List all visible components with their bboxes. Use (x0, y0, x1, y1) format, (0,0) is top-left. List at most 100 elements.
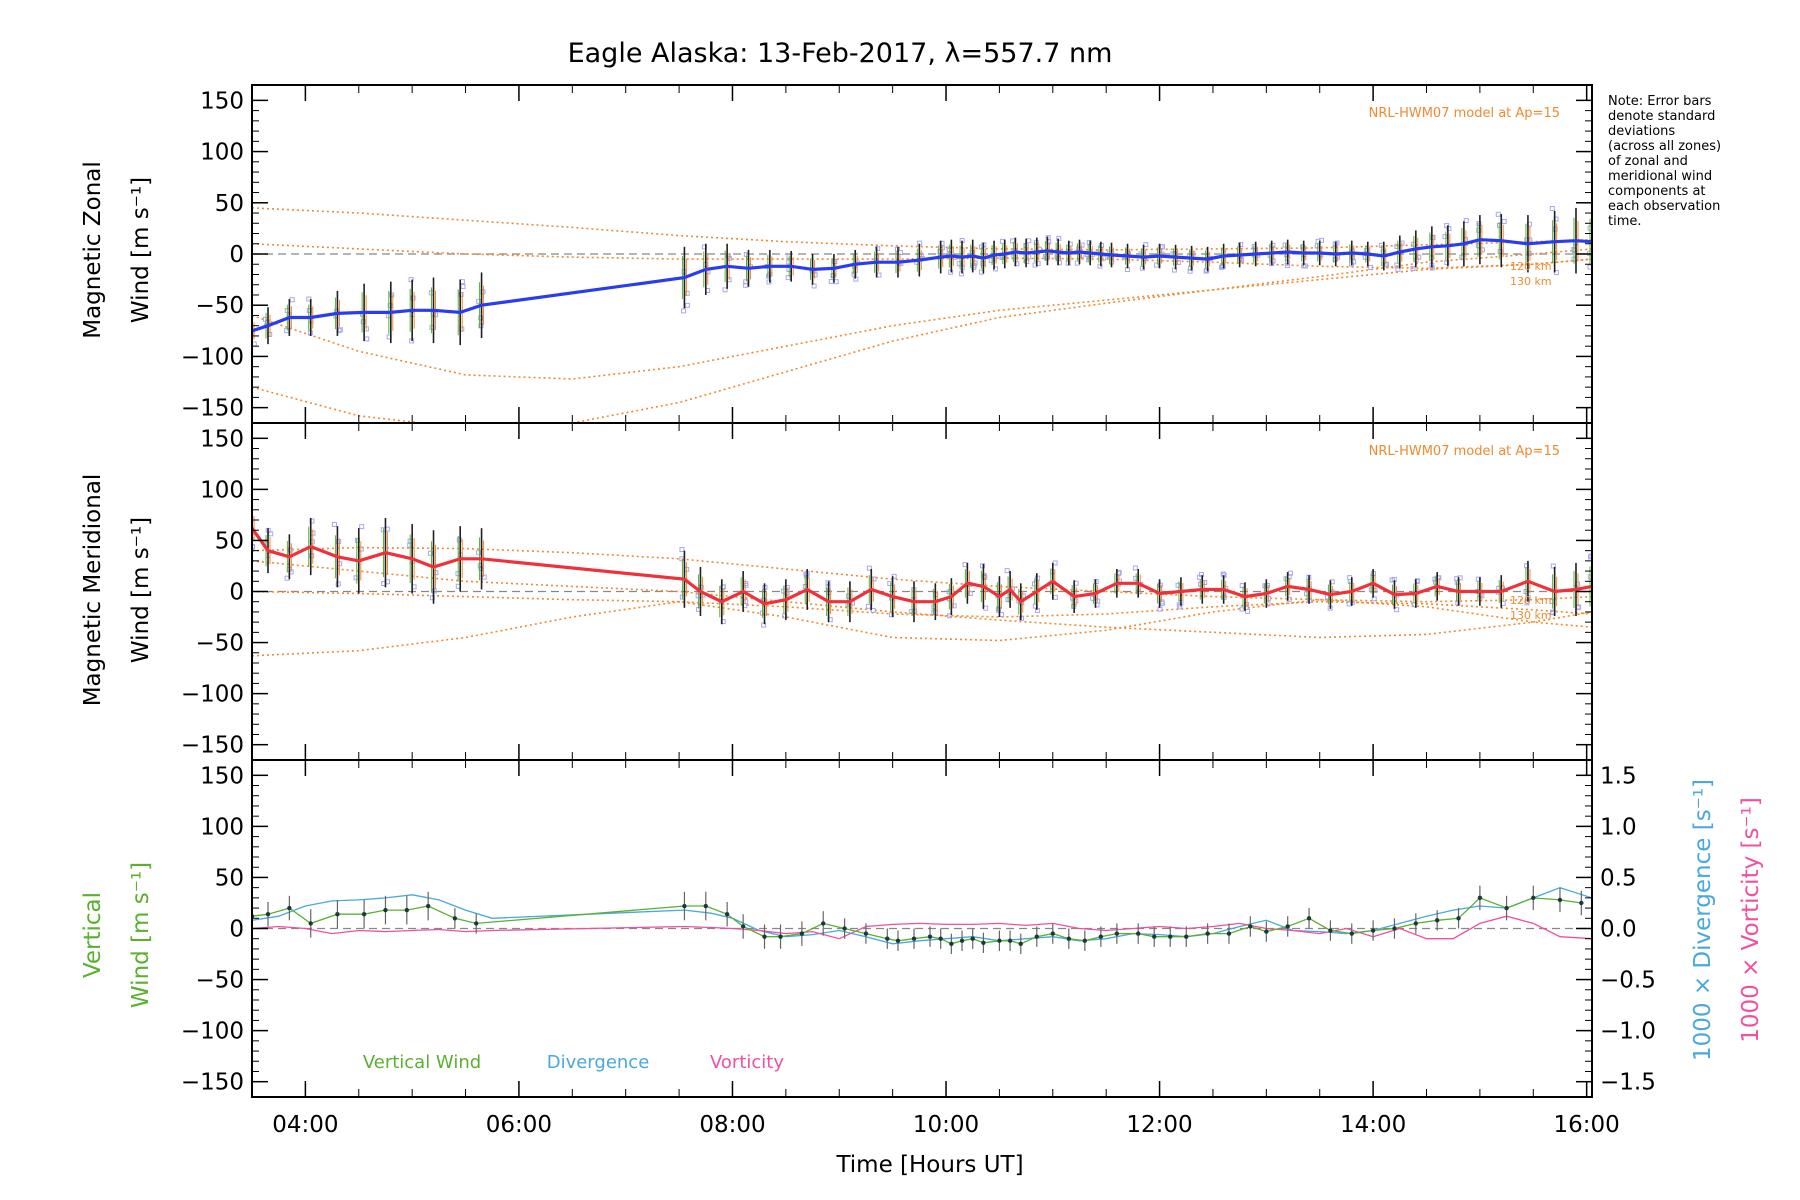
zone-marker (1052, 594, 1058, 600)
zone-marker (1004, 568, 1010, 574)
zone-marker (353, 575, 359, 581)
vertical-wind-point (1050, 931, 1055, 936)
zone-marker (1086, 239, 1092, 245)
zonal-alt-120-label: 120 km (1510, 260, 1552, 273)
vertical-wind-point (885, 936, 890, 941)
vertical-wind-point (1579, 900, 1584, 906)
vertical-wind-point (1434, 918, 1440, 923)
y2-tick-label: 1.5 (1600, 763, 1637, 789)
zone-marker (995, 607, 1001, 613)
vertical-wind-point (997, 938, 1002, 943)
zone-marker (851, 271, 857, 277)
zone-marker (1395, 266, 1401, 272)
y-tick-label: −100 (181, 1019, 244, 1045)
note-line: denote standard (1608, 109, 1715, 124)
zone-marker (478, 315, 484, 321)
vertical-wind-point (1306, 916, 1312, 921)
note-line: each observation (1608, 199, 1720, 214)
zone-marker (1495, 211, 1501, 217)
y-tick-label: −150 (181, 396, 244, 422)
zone-marker (1476, 221, 1482, 227)
zone-marker (833, 279, 839, 285)
zone-marker (962, 562, 968, 568)
zone-marker (284, 328, 290, 334)
zone-marker (1139, 265, 1145, 271)
zone-marker (1090, 595, 1096, 601)
x-tick-label: 06:00 (486, 1112, 552, 1138)
plot-area (252, 507, 1592, 657)
y-tick-label: −50 (195, 631, 244, 657)
zone-marker (335, 581, 341, 587)
zone-marker (876, 272, 882, 278)
zone-marker (1394, 243, 1400, 249)
zone-marker (811, 283, 817, 289)
vertical-wind-point (1066, 936, 1072, 941)
zone-marker (1302, 263, 1308, 269)
zone-marker (951, 603, 957, 609)
zone-marker (1204, 267, 1210, 273)
note-line: (across all zones) (1608, 139, 1721, 154)
y2-tick-label: −0.5 (1600, 968, 1656, 994)
zone-marker (1371, 596, 1377, 602)
vertical-wind-point (959, 938, 965, 943)
zone-marker (284, 575, 290, 581)
zone-marker (287, 547, 293, 553)
y2-tick-label: 0.0 (1600, 917, 1637, 943)
zone-marker (956, 261, 962, 267)
vertical-wind-point (1152, 934, 1157, 939)
vorticity-line (252, 915, 1592, 940)
vorticity-axis-label: 1000 × Vorticity [s⁻¹] (1738, 797, 1764, 1043)
zone-marker (1239, 606, 1245, 612)
note-block: Note: Error bars denote standard deviati… (1608, 94, 1721, 229)
zone-marker (1587, 554, 1592, 560)
zone-marker (684, 290, 690, 296)
zone-marker (428, 550, 434, 556)
note-line: deviations (1608, 124, 1675, 139)
zone-marker (1188, 265, 1194, 271)
zone-marker (983, 605, 989, 611)
vertical-wind-point (762, 934, 767, 939)
zone-marker (476, 298, 482, 304)
vertical-wind-point (970, 936, 975, 941)
zonal-alt-130-label: 130 km (1510, 275, 1552, 288)
zone-marker (1157, 582, 1163, 588)
zone-marker (865, 603, 871, 609)
zone-marker (743, 599, 749, 605)
model-curve (252, 560, 1592, 639)
vertical-wind-point (682, 903, 687, 909)
zone-marker (720, 584, 726, 590)
y-tick-label: 100 (200, 477, 244, 503)
zone-marker (1410, 266, 1416, 272)
vertical-wind-point (927, 934, 933, 939)
y2-tick-label: 0.5 (1600, 865, 1637, 891)
vertical-wind-point (1018, 941, 1023, 947)
zone-marker (1300, 244, 1306, 250)
zone-marker (866, 565, 872, 571)
note-line: meridional wind (1608, 169, 1712, 184)
vertical-ylabel-line2: Wind [m s⁻¹] (128, 862, 154, 1008)
zone-marker (1394, 607, 1400, 613)
zone-marker (481, 574, 487, 580)
zone-marker (1463, 218, 1469, 224)
zone-marker (766, 279, 772, 285)
vertical-wind-point (404, 907, 410, 913)
plot-area (252, 885, 1592, 955)
zone-marker (331, 521, 337, 527)
zone-marker (947, 613, 953, 619)
y-tick-label: 50 (215, 191, 244, 217)
y-tick-label: 50 (215, 528, 244, 554)
note-line: time. (1608, 214, 1642, 229)
zone-marker (1097, 263, 1103, 269)
note-line: Note: Error bars (1608, 94, 1712, 109)
vertical-wind-point (1413, 921, 1419, 926)
vertical-wind-point (1531, 895, 1536, 901)
divergence-line (252, 887, 1592, 945)
y-tick-label: 50 (215, 865, 244, 891)
x-tick-label: 10:00 (913, 1112, 979, 1138)
zone-marker (889, 612, 895, 618)
vertical-wind-point (740, 924, 746, 929)
vertical-wind-point (1007, 938, 1013, 943)
vertical-wind-point (778, 934, 783, 939)
zone-marker (1133, 575, 1139, 581)
vertical-wind-point (821, 921, 826, 926)
